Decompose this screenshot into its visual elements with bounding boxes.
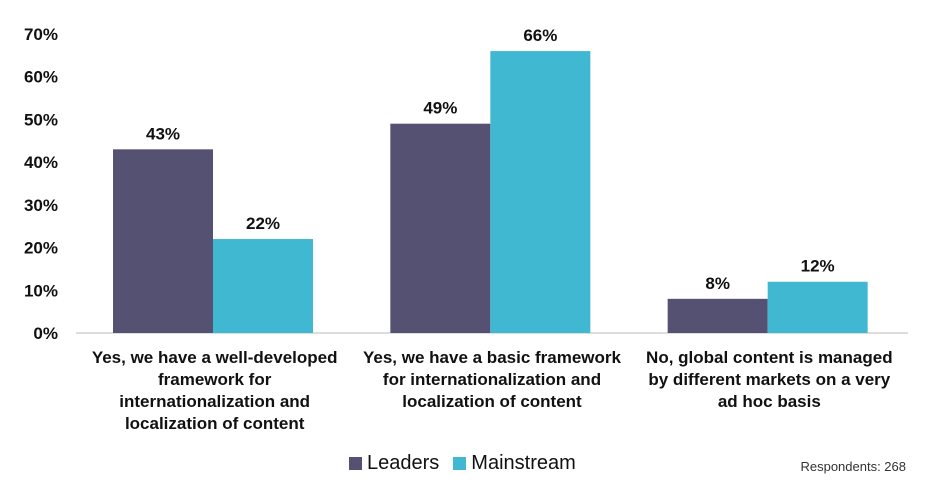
bar-mainstream-3	[767, 281, 868, 333]
respondents-note: Respondents: 268	[800, 459, 906, 474]
bar-leaders-2	[390, 123, 491, 333]
bar-mainstream-2	[490, 51, 591, 333]
bar-leaders-1	[113, 149, 213, 333]
data-labels: 43% 22% 49% 66% 8% 12%	[146, 26, 835, 293]
data-label-leaders-3: 8%	[705, 274, 730, 293]
legend-label-leaders: Leaders	[367, 452, 440, 474]
x-category-label-2: Yes, we have a basic framework for inter…	[363, 348, 621, 411]
data-label-mainstream-2: 66%	[523, 26, 557, 45]
y-tick-label: 10%	[24, 281, 58, 300]
x-category-label-3: No, global content is managed by differe…	[646, 348, 893, 411]
y-tick-label: 70%	[24, 25, 58, 44]
x-category-label-1: Yes, we have a well-developed framework …	[91, 348, 338, 433]
bars	[113, 51, 868, 333]
data-label-leaders-1: 43%	[146, 124, 180, 143]
legend-item-mainstream: Mainstream	[453, 452, 576, 475]
legend-swatch-mainstream	[453, 457, 467, 470]
y-axis-ticks: 0% 10% 20% 30% 40% 50% 60% 70%	[24, 25, 58, 343]
bar-leaders-3	[667, 298, 768, 333]
legend: Leaders Mainstream	[349, 452, 590, 475]
bar-mainstream-1	[213, 239, 313, 333]
y-tick-label: 40%	[24, 153, 58, 172]
legend-swatch-leaders	[349, 457, 362, 470]
data-label-mainstream-1: 22%	[246, 214, 280, 233]
y-tick-label: 60%	[24, 68, 58, 87]
y-tick-label: 0%	[33, 324, 58, 343]
data-label-leaders-2: 49%	[423, 99, 457, 118]
legend-label-mainstream: Mainstream	[471, 452, 576, 474]
data-label-mainstream-3: 12%	[801, 257, 835, 276]
y-tick-label: 30%	[24, 196, 58, 215]
legend-item-leaders: Leaders	[349, 452, 439, 475]
y-tick-label: 20%	[24, 239, 58, 258]
y-tick-label: 50%	[24, 110, 58, 129]
